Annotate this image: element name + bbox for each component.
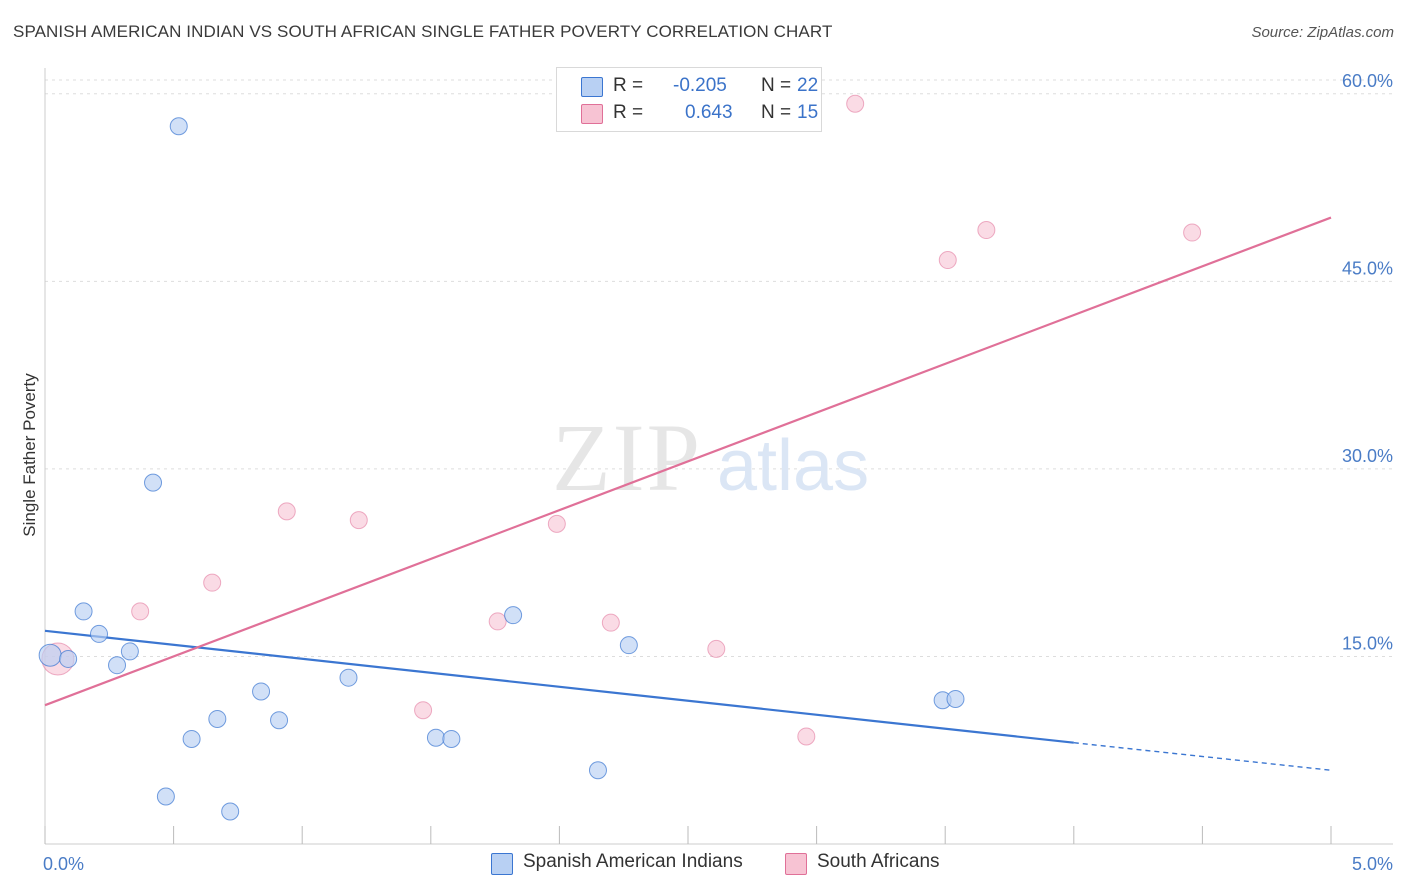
point-south-africans [977, 221, 996, 240]
watermark-zip: ZIP [552, 404, 702, 511]
point-spanish-american-indians [120, 642, 139, 661]
bottom-legend-swatch-blue [491, 853, 513, 875]
source-label: Source: ZipAtlas.com [1251, 24, 1394, 41]
point-south-africans [797, 727, 816, 746]
legend-n-label: N = [761, 75, 792, 96]
grid-lines [45, 79, 1393, 657]
point-south-africans [547, 514, 566, 533]
point-south-africans [414, 701, 433, 720]
y-tick-label: 45.0% [1342, 258, 1393, 278]
legend-r-value-1: -0.205 [673, 75, 727, 96]
point-spanish-american-indians [270, 711, 289, 730]
bottom-legend-swatch-pink [785, 853, 807, 875]
point-south-africans [131, 602, 150, 621]
point-spanish-american-indians [38, 643, 62, 667]
point-spanish-american-indians [144, 473, 163, 492]
trend-line-spanish-american-indians [44, 629, 1074, 744]
point-south-africans [601, 613, 620, 632]
point-spanish-american-indians [504, 606, 523, 625]
y-tick-label: 30.0% [1342, 446, 1393, 466]
point-spanish-american-indians [90, 624, 109, 643]
point-south-africans [938, 251, 957, 270]
point-spanish-american-indians [946, 689, 965, 708]
legend-n-value-1: 22 [797, 75, 819, 96]
legend-r-value-2: 0.643 [685, 102, 733, 123]
axes [44, 68, 1393, 845]
point-south-africans [349, 511, 368, 530]
point-spanish-american-indians [169, 117, 188, 136]
point-spanish-american-indians [588, 761, 607, 780]
point-south-africans [488, 612, 507, 631]
legend-n-value-2: 15 [797, 102, 819, 123]
point-spanish-american-indians [156, 787, 175, 806]
tick-labels: 15.0% 30.0% 45.0% 60.0% 0.0% 5.0% [43, 71, 1393, 874]
correlation-legend: R = -0.205 N = 22 R = 0.643 N = 15 [556, 67, 822, 132]
point-spanish-american-indians [442, 729, 461, 748]
watermark-atlas: atlas [717, 426, 869, 506]
point-spanish-american-indians [339, 668, 358, 687]
point-south-africans [277, 502, 296, 521]
x-tick-label-max: 5.0% [1352, 854, 1393, 874]
point-spanish-american-indians [74, 602, 93, 621]
bottom-legend-label-1: Spanish American Indians [523, 851, 743, 872]
y-tick-label: 60.0% [1342, 71, 1393, 91]
chart-title: SPANISH AMERICAN INDIAN VS SOUTH AFRICAN… [13, 22, 833, 41]
legend-r-label: R = [613, 102, 644, 123]
y-tick-label: 15.0% [1342, 633, 1393, 653]
trend-line-south-africans [44, 216, 1332, 707]
point-spanish-american-indians [426, 728, 445, 747]
point-spanish-american-indians [182, 729, 201, 748]
bottom-legend-label-2: South Africans [817, 851, 940, 872]
point-spanish-american-indians [208, 709, 227, 728]
legend-swatch-blue [581, 77, 603, 97]
y-axis-label: Single Father Poverty [20, 373, 39, 537]
point-south-africans [1183, 223, 1202, 242]
x-tick-label-min: 0.0% [43, 854, 84, 874]
point-south-africans [707, 639, 726, 658]
point-spanish-american-indians [252, 682, 271, 701]
point-spanish-american-indians [59, 649, 78, 668]
legend-r-label: R = [613, 75, 644, 96]
legend-swatch-pink [581, 104, 603, 124]
point-spanish-american-indians [619, 636, 638, 655]
point-spanish-american-indians [108, 656, 127, 675]
legend-n-label: N = [761, 102, 792, 123]
trend-line-spanish-american-indians-extension [1073, 742, 1332, 771]
point-south-africans [203, 573, 222, 592]
point-south-africans [846, 94, 865, 113]
watermark: ZIP atlas [552, 404, 869, 511]
data-points [38, 94, 1202, 821]
trend-lines [44, 216, 1332, 771]
point-spanish-american-indians [221, 802, 240, 821]
